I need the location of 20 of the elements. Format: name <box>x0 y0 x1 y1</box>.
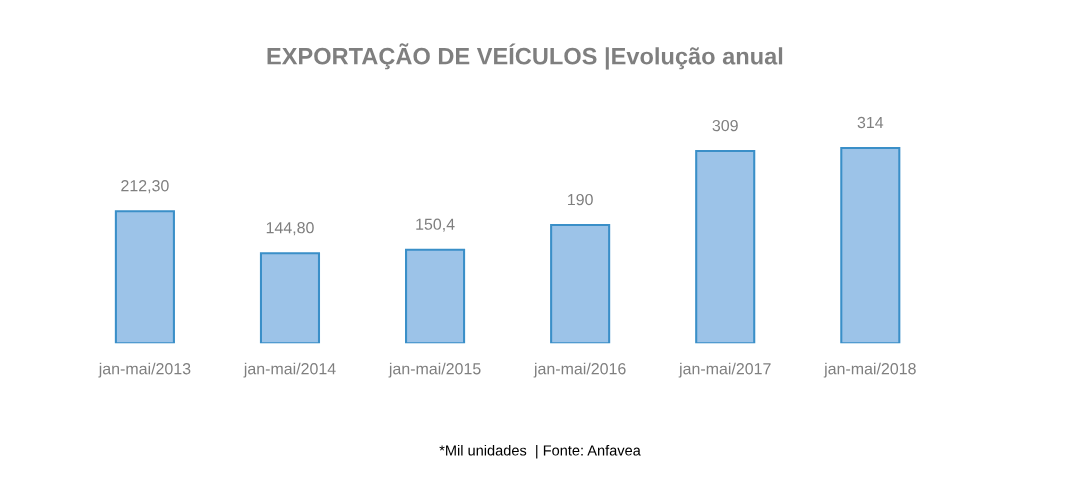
x-tick-label: jan-mai/2014 <box>243 362 336 378</box>
bar <box>695 150 756 344</box>
data-label: 150,4 <box>416 218 455 232</box>
x-tick-label: jan-mai/2015 <box>388 362 481 378</box>
bar <box>114 210 175 344</box>
chart-title: EXPORTAÇÃO DE VEÍCULOS |Evolução anual <box>267 43 783 70</box>
bar <box>259 252 321 344</box>
text: *Mil unidades | Fonte: Anfavea <box>439 444 641 459</box>
data-label: 309 <box>712 119 738 132</box>
x-tick-label: jan-mai/2018 <box>823 362 916 378</box>
bar <box>405 248 466 344</box>
x-tick-label: jan-mai/2017 <box>678 362 771 378</box>
bar <box>840 146 901 344</box>
data-label: 314 <box>857 116 884 129</box>
bar <box>550 224 611 344</box>
x-tick-label: jan-mai/2016 <box>533 362 626 378</box>
data-label: 190 <box>568 193 593 206</box>
data-label: 212,30 <box>121 180 169 194</box>
x-tick-label: jan-mai/2013 <box>98 362 191 378</box>
data-label: 144,80 <box>266 222 314 236</box>
